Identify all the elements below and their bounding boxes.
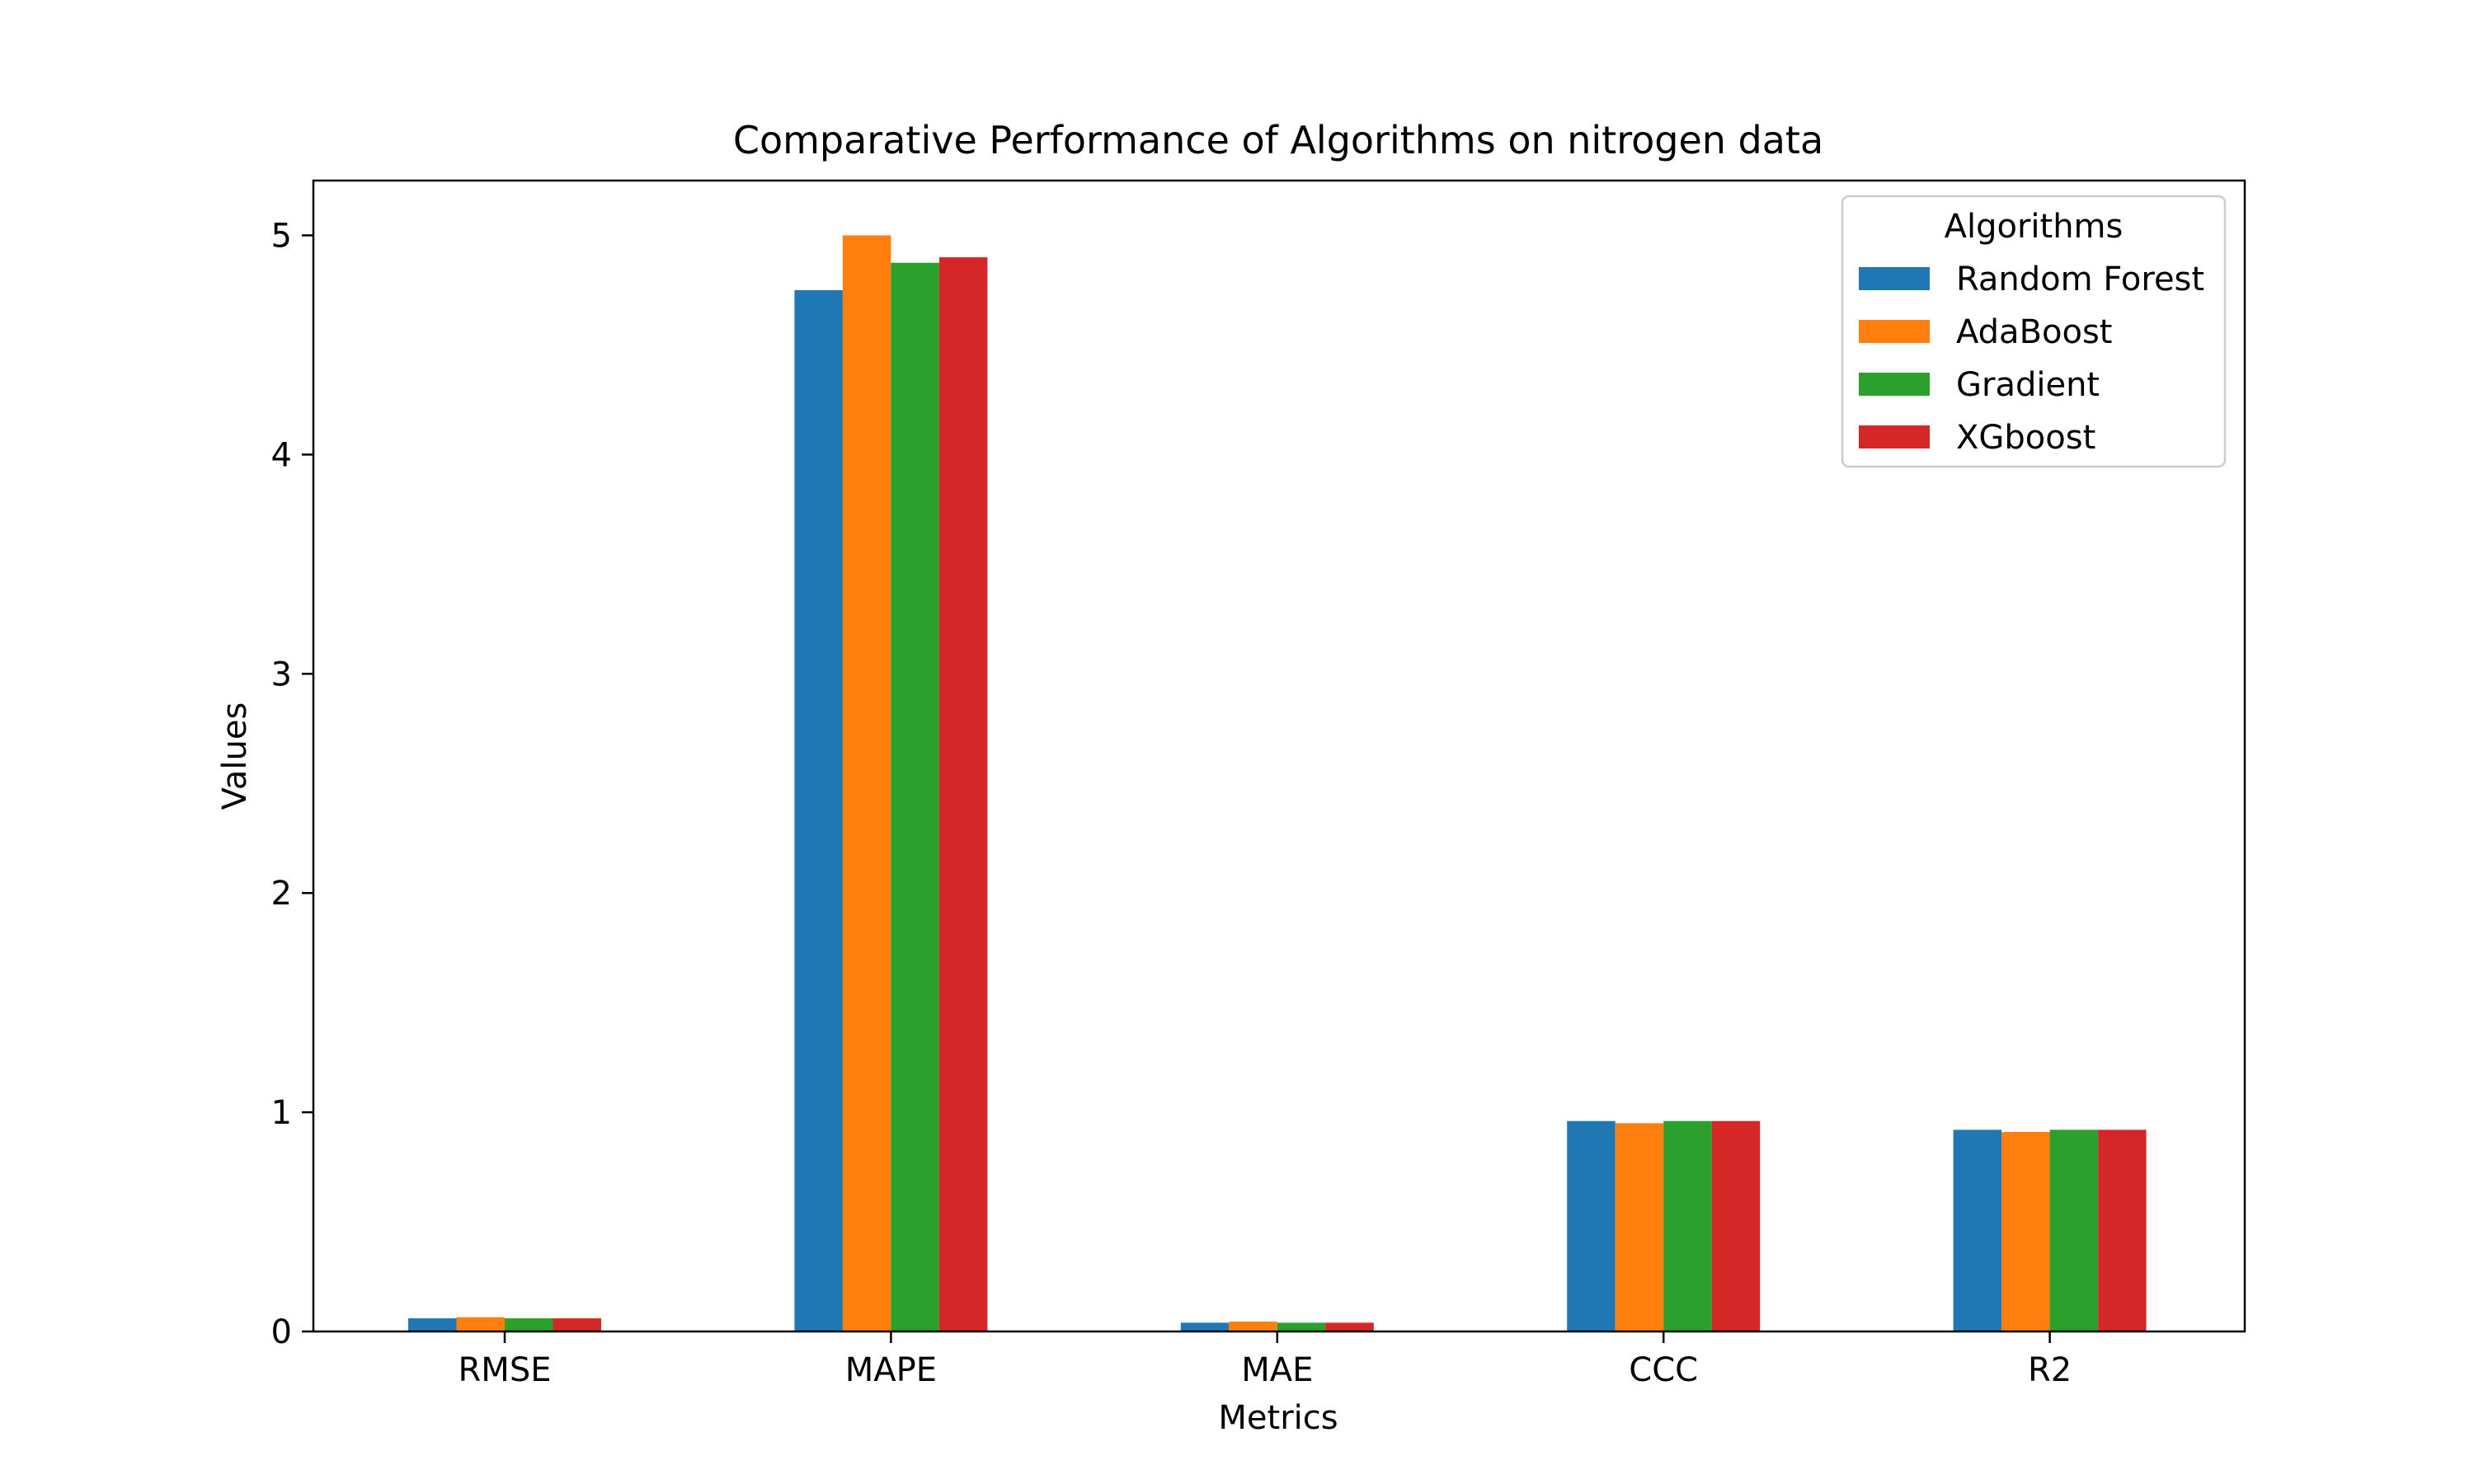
chart-title: Comparative Performance of Algorithms on… [733,118,1823,162]
bar-mae-adaboost [1229,1322,1277,1331]
legend-swatch [1859,267,1930,290]
bar-mae-gradient [1277,1322,1326,1331]
bar-mae-random-forest [1180,1322,1230,1331]
legend-label: Gradient [1956,366,2100,404]
legend-label: AdaBoost [1956,313,2112,351]
bar-mape-adaboost [842,235,891,1331]
legend-label: Random Forest [1956,261,2204,298]
x-tick-label: MAPE [845,1351,937,1389]
legend-swatch [1859,320,1930,343]
bar-ccc-xgboost [1711,1120,1761,1331]
legend-items: Random Forest AdaBoost Gradient XGboost [1859,261,2204,457]
bar-mape-gradient [891,262,939,1331]
bar-rmse-adaboost [456,1317,505,1331]
y-axis: 0 1 2 3 4 5 [271,217,313,1351]
bar-ccc-gradient [1663,1120,1712,1331]
bar-r2-adaboost [2001,1132,2050,1331]
y-tick-label: 0 [271,1313,292,1351]
legend-label: XGboost [1956,419,2095,457]
bar-rmse-random-forest [408,1318,457,1331]
bar-rmse-xgboost [553,1318,601,1331]
bar-ccc-random-forest [1567,1120,1616,1331]
x-axis-label: Metrics [1218,1399,1338,1437]
plot-frame [312,179,2246,1333]
bar-ccc-adaboost [1615,1123,1664,1331]
y-tick-label: 2 [271,875,292,913]
x-tick-label: CCC [1629,1351,1698,1389]
y-tick-label: 4 [271,436,292,474]
y-tick-label: 5 [271,217,292,255]
x-tick-label: RMSE [459,1351,552,1389]
legend-swatch [1859,425,1930,448]
legend-box [1841,195,2227,468]
x-tick-label: R2 [2028,1351,2072,1389]
legend: Algorithms Random Forest AdaBoost Gradient… [1841,195,2227,468]
x-axis: RMSE MAPE MAE CCC R2 [459,1331,2072,1389]
y-tick-label: 3 [271,655,292,693]
y-tick-label: 1 [271,1094,292,1132]
bar-mape-xgboost [938,257,988,1332]
bar-r2-xgboost [2098,1129,2147,1331]
bar-rmse-gradient [505,1318,553,1331]
x-tick-label: MAE [1241,1351,1313,1389]
legend-swatch [1859,373,1930,396]
bar-r2-random-forest [1953,1129,2002,1331]
bar-r2-gradient [2049,1129,2099,1331]
y-axis-label: Values [216,702,254,810]
legend-title: Algorithms [1945,208,2124,246]
bar-mape-random-forest [794,289,843,1331]
bars-layer [408,235,2147,1332]
bar-mae-xgboost [1325,1322,1374,1331]
